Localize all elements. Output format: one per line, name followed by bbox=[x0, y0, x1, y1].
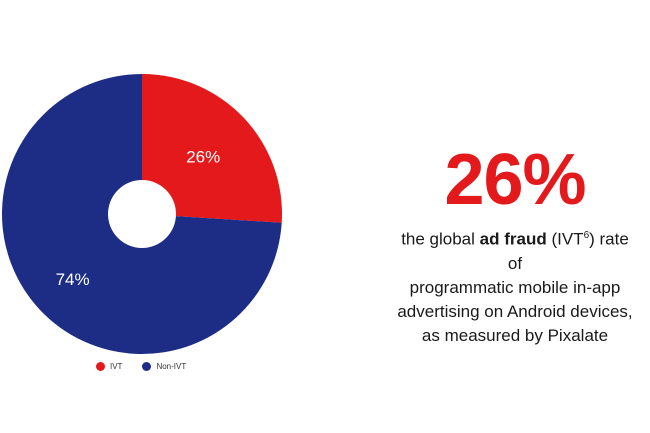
description-line-2: programmatic mobile in-app bbox=[409, 277, 621, 297]
description-line-1-pre: the global bbox=[401, 229, 475, 249]
legend-swatch-ivt bbox=[96, 362, 105, 371]
description-line-1: the global ad fraud (IVT6) rate of bbox=[395, 224, 635, 276]
legend-label-non-ivt: Non-IVT bbox=[156, 362, 187, 371]
legend-label-ivt: IVT bbox=[110, 362, 123, 371]
stat-description: the global ad fraud (IVT6) rate of progr… bbox=[395, 224, 635, 348]
description-line-3: advertising on Android devices, bbox=[397, 301, 633, 321]
description-bold: ad fraud bbox=[479, 229, 547, 249]
footnote-marker: 6 bbox=[583, 230, 590, 241]
slice-ivt-label: 26% bbox=[186, 147, 220, 166]
description-line-4: as measured by Pixalate bbox=[421, 325, 609, 345]
description-abbr: (IVT bbox=[551, 229, 584, 249]
chart-legend: IVT Non-IVT bbox=[96, 362, 186, 371]
legend-item-ivt: IVT bbox=[96, 362, 122, 371]
stat-block: 26% the global ad fraud (IVT6) rate of p… bbox=[395, 140, 635, 348]
donut-hole bbox=[108, 180, 176, 248]
slice-labels: 26% 74% bbox=[56, 147, 221, 289]
big-stat-value: 26% bbox=[444, 140, 586, 220]
slice-non-ivt-label: 74% bbox=[56, 270, 90, 289]
slice-ivt bbox=[142, 74, 283, 223]
legend-swatch-non-ivt bbox=[142, 362, 152, 371]
legend-item-non-ivt: Non-IVT bbox=[142, 362, 186, 371]
description-line-1-post: ) rate of bbox=[507, 229, 629, 273]
